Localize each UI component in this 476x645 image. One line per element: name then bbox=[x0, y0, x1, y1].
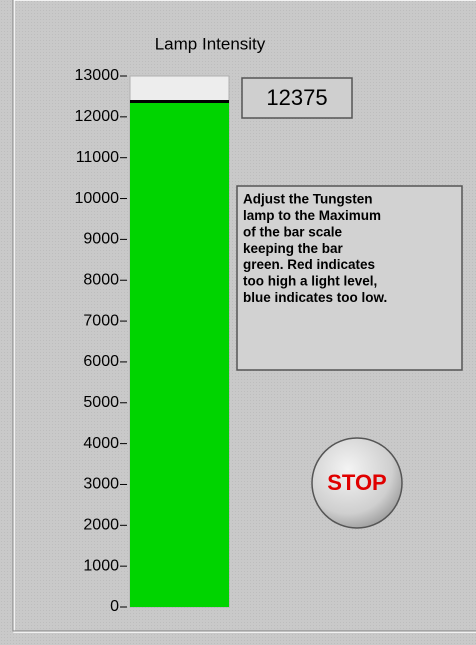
note-line: too high a light level, bbox=[243, 274, 377, 289]
gauge-fill bbox=[130, 101, 229, 608]
tick-label: 5000 bbox=[83, 394, 119, 411]
tick-label: 4000 bbox=[83, 435, 119, 452]
digital-indicator bbox=[241, 77, 353, 119]
tick-label: 10000 bbox=[75, 190, 120, 207]
note-line: lamp to the Maximum bbox=[243, 208, 381, 223]
tick-label: 0 bbox=[110, 598, 119, 615]
note-box bbox=[236, 185, 463, 371]
tick-label: 11000 bbox=[76, 149, 119, 166]
digital-value: 12375 bbox=[266, 85, 327, 110]
gauge: 0 1000 2000 3000 4000 5000 6000 7000 8000 9000 100… bbox=[75, 67, 230, 615]
frame-shadow bbox=[12, 0, 476, 632]
note-line: of the bar scale bbox=[243, 224, 343, 239]
tick-label: 8000 bbox=[83, 271, 119, 288]
stop-button[interactable] bbox=[311, 437, 403, 529]
note-line: Adjust the Tungsten bbox=[243, 192, 373, 207]
note-line: blue indicates too low. bbox=[243, 290, 387, 305]
tick-label: 6000 bbox=[83, 353, 119, 370]
tick-label: 2000 bbox=[83, 517, 119, 534]
note-line: green. Red indicates bbox=[243, 257, 375, 272]
tick-label: 1000 bbox=[83, 557, 119, 574]
tick-label: 13000 bbox=[75, 67, 120, 84]
frame bbox=[13, 0, 476, 633]
stop-label[interactable]: STOP bbox=[327, 470, 387, 495]
note-line: keeping the bar bbox=[243, 241, 344, 256]
tick-label: 7000 bbox=[83, 312, 119, 329]
tick-label: 3000 bbox=[83, 476, 119, 493]
tick-label: 12000 bbox=[75, 108, 120, 125]
gauge-title: Lamp Intensity bbox=[155, 34, 266, 53]
tick-label: 9000 bbox=[83, 231, 119, 248]
